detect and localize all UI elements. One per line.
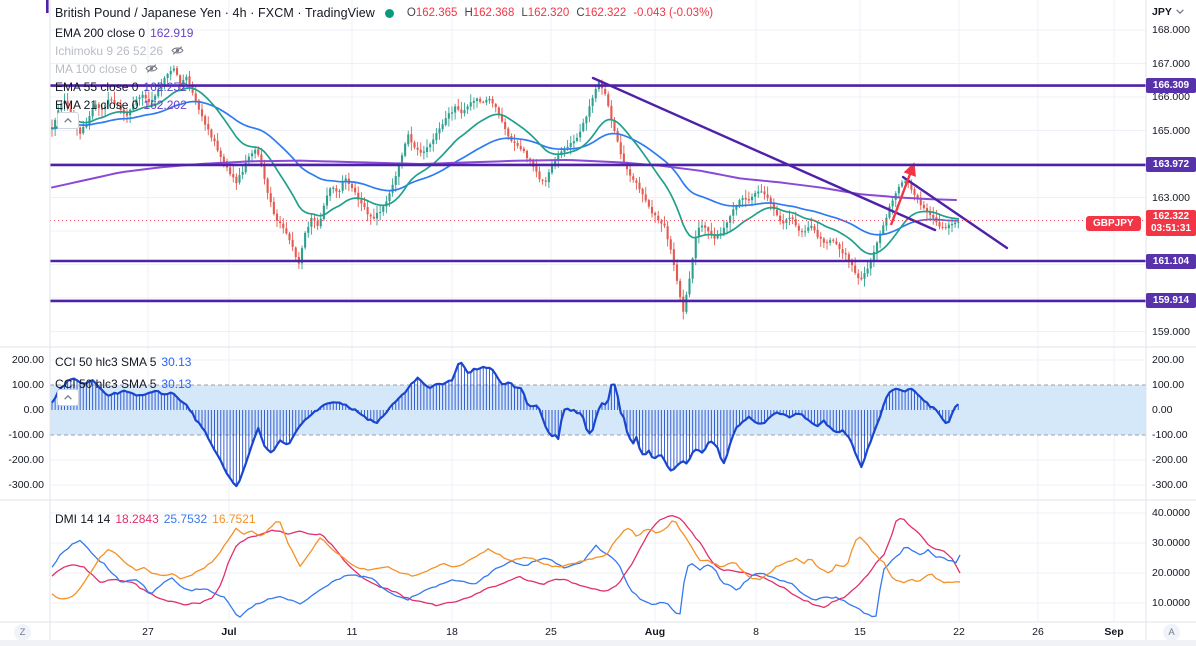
price-axis-label: 166.000 <box>1152 91 1190 103</box>
indicator-name: MA 100 close 0 <box>55 61 138 76</box>
legend-row-2[interactable]: Ichimoku 9 26 52 26 <box>55 43 184 58</box>
last-price-value: 162.322 <box>1152 211 1190 222</box>
legend-row-1[interactable]: EMA 200 close 0 162.919 <box>55 25 193 40</box>
price-axis-label: 159.000 <box>1152 325 1190 338</box>
symbol-title[interactable]: British Pound / Japanese Yen · 4h · FXCM… <box>55 6 375 20</box>
cci-axis-label-left: 0.00 <box>23 404 44 416</box>
time-axis-label: 27 <box>142 626 154 638</box>
cci-axis-label-right: -100.00 <box>1152 429 1188 441</box>
indicator-name: DMI 14 14 <box>55 511 111 526</box>
time-axis-label: 18 <box>446 626 458 638</box>
cci-axis-label-right: -300.00 <box>1152 479 1188 491</box>
price-level-badge: 159.914 <box>1146 293 1196 309</box>
trendline[interactable] <box>901 175 1009 250</box>
ohlc-item: O162.365 <box>406 7 458 19</box>
indicator-value: 162.202 <box>143 97 187 112</box>
cci-axis-label-left: 100.00 <box>11 379 44 391</box>
indicator-name: EMA 21 close 0 <box>55 97 139 112</box>
cci-axis-label-right: -200.00 <box>1152 454 1188 466</box>
cci-axis-label-left: -100.00 <box>8 429 44 441</box>
cci-axis-label-left: -300.00 <box>8 479 44 491</box>
dmi-value: 25.7532 <box>163 511 208 526</box>
time-axis-label: 25 <box>545 626 557 638</box>
legend-row-4[interactable]: EMA 55 close 0 162.252 <box>55 79 187 94</box>
price-axis-label: 165.000 <box>1152 124 1190 137</box>
time-axis-label: 11 <box>346 626 358 638</box>
time-axis-label: 15 <box>854 626 866 638</box>
footer-strip <box>0 640 1196 646</box>
chevron-down-icon <box>1175 5 1185 19</box>
dmi-legend-row[interactable]: DMI 14 14 18.2843 25.7532 16.7521 <box>55 511 256 526</box>
time-axis-label: Sep <box>1104 626 1124 638</box>
timezone-button[interactable]: Z <box>14 624 31 641</box>
ohlc-values: O162.365 H162.368 L162.320 C162.322 -0.043 (… <box>407 7 713 19</box>
price-level-badge: 166.309 <box>1146 78 1196 94</box>
indicator-name: EMA 200 close 0 <box>55 25 146 40</box>
dmi-value: 18.2843 <box>115 511 159 526</box>
indicator-name: Ichimoku 9 26 52 26 <box>55 43 164 58</box>
cci-value: 30.13 <box>161 354 192 369</box>
ohlc-item: H162.368 <box>464 7 515 19</box>
market-status-icon <box>384 8 394 18</box>
price-level-badge: 161.104 <box>1146 253 1196 269</box>
price-axis-label: 168.000 <box>1152 24 1190 36</box>
ohlc-item: L162.320 <box>521 7 570 19</box>
indicator-value: 162.919 <box>150 25 194 40</box>
price-level-badge: 163.972 <box>1146 157 1196 173</box>
time-axis-label: 22 <box>953 626 965 638</box>
indicator-name: EMA 55 close 0 <box>55 79 139 94</box>
legend-row-5[interactable]: EMA 21 close 0 162.202 <box>55 97 187 112</box>
price-scale-currency[interactable]: JPY <box>1152 5 1185 19</box>
dmi-axis-label: 30.0000 <box>1152 537 1190 549</box>
dmi-pink-line <box>51 514 961 609</box>
time-axis-label: 8 <box>753 626 759 638</box>
symbol-price-label: GBPJPY <box>1086 216 1141 231</box>
chart-header: British Pound / Japanese Yen · 4h · FXCM… <box>55 6 713 20</box>
ohlc-item: C162.322 <box>576 7 627 19</box>
visibility-off-icon[interactable] <box>171 45 184 56</box>
visibility-off-icon[interactable] <box>145 63 158 74</box>
last-price-badge: 162.322 03:51:31 <box>1146 210 1196 236</box>
dmi-axis-label: 10.0000 <box>1152 597 1190 609</box>
bar-countdown: 03:51:31 <box>1150 223 1192 234</box>
indicator-name: CCI 50 hlc3 SMA 5 <box>55 376 157 391</box>
cci-value: 30.13 <box>161 376 192 391</box>
legend-collapse-button-1[interactable] <box>57 112 79 129</box>
time-axis-label: Jul <box>221 626 237 638</box>
cci-line <box>51 361 960 488</box>
dmi-axis-label: 20.0000 <box>1152 567 1190 579</box>
up-arrow-drawing[interactable] <box>889 162 916 226</box>
indicator-name: CCI 50 hlc3 SMA 5 <box>55 354 157 369</box>
dmi-blue-line <box>51 539 961 618</box>
cci-legend-row-2[interactable]: CCI 50 hlc3 SMA 5 30.13 <box>55 376 191 391</box>
cci-axis-label-left: -200.00 <box>8 454 44 466</box>
auto-scale-button[interactable]: A <box>1163 624 1180 641</box>
trendline[interactable] <box>591 76 937 232</box>
indicator-value: 162.252 <box>143 79 187 94</box>
cci-axis-label-right: 0.00 <box>1152 404 1173 416</box>
drawing-anchor <box>46 0 49 13</box>
dmi-value: 16.7521 <box>212 511 256 526</box>
dmi-orange-line <box>51 520 961 600</box>
time-axis-label: 26 <box>1032 626 1044 638</box>
cci-axis-label-left: 200.00 <box>11 354 44 366</box>
cci-axis-label-right: 200.00 <box>1152 354 1185 366</box>
cci-legend-row-1[interactable]: CCI 50 hlc3 SMA 5 30.13 <box>55 354 191 369</box>
price-axis-label: 163.000 <box>1152 191 1190 204</box>
price-axis-label: 167.000 <box>1152 57 1190 70</box>
legend-collapse-button-2[interactable] <box>57 389 79 406</box>
dmi-axis-label: 40.0000 <box>1152 507 1190 519</box>
change-value: -0.043 (-0.03%) <box>633 7 714 19</box>
cci-axis-label-right: 100.00 <box>1152 379 1185 391</box>
legend-row-3[interactable]: MA 100 close 0 <box>55 61 158 76</box>
time-axis-label: Aug <box>644 626 666 638</box>
